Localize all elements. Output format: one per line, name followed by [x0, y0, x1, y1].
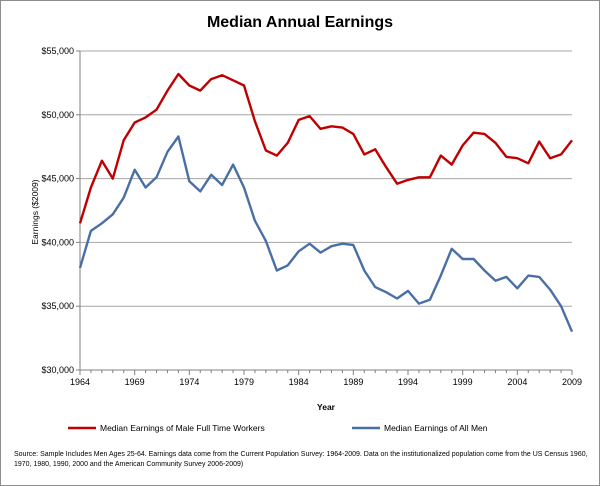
- y-tick-label: $35,000: [41, 301, 74, 311]
- legend: Median Earnings of Male Full Time Worker…: [68, 423, 488, 433]
- legend-label-2: Median Earnings of All Men: [384, 423, 488, 433]
- x-tick-label: 1979: [234, 377, 254, 387]
- legend-label-1: Median Earnings of Male Full Time Worker…: [100, 423, 265, 433]
- chart-title: Median Annual Earnings: [206, 14, 394, 31]
- series-lines: [78, 72, 574, 333]
- source-note: Source: Sample Includes Men Ages 25-64. …: [14, 451, 588, 468]
- series-line-1: [78, 72, 573, 224]
- x-tick-label: 1989: [343, 377, 363, 387]
- series-line-2: [78, 135, 574, 333]
- y-tick-label: $45,000: [41, 174, 74, 184]
- x-tick-label: 1974: [179, 377, 199, 387]
- y-tick-label: $55,000: [41, 46, 74, 56]
- x-tick-label: 1964: [70, 377, 90, 387]
- x-tick-label: 2004: [507, 377, 527, 387]
- y-axis-label: Earnings ($2009): [30, 179, 40, 244]
- x-tick-label: 1994: [398, 377, 418, 387]
- y-tick-label: $30,000: [41, 365, 74, 375]
- line-chart: $30,000 $35,000 $40,000 $45,000 $50,000 $55,0…: [30, 46, 582, 433]
- gridlines: [80, 50, 572, 371]
- y-tick-label: $40,000: [41, 237, 74, 247]
- x-tick-label: 1999: [453, 377, 473, 387]
- axes: [76, 50, 573, 375]
- y-tick-label: $50,000: [41, 110, 74, 120]
- x-tick-label: 1984: [289, 377, 309, 387]
- x-tick-label: 2009: [562, 377, 582, 387]
- y-tick-labels: $30,000 $35,000 $40,000 $45,000 $50,000 $55,0…: [41, 46, 74, 375]
- x-tick-labels: 1964 1969 1974 1979 1984 1989 1994 1999 2004 2009: [70, 377, 582, 387]
- x-tick-label: 1969: [125, 377, 145, 387]
- x-axis-label: Year: [317, 402, 336, 412]
